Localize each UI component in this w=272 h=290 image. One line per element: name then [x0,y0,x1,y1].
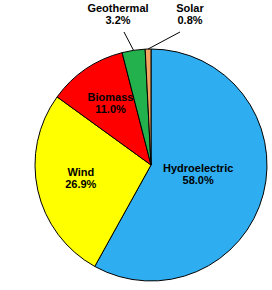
svg-text:Biomass11.0%: Biomass11.0% [88,91,134,115]
svg-text:Wind26.9%: Wind26.9% [65,166,96,190]
svg-text:Geothermal3.2%: Geothermal3.2% [87,2,148,26]
svg-text:Solar0.8%: Solar0.8% [176,2,204,26]
svg-text:Hydroelectric58.0%: Hydroelectric58.0% [163,162,233,186]
